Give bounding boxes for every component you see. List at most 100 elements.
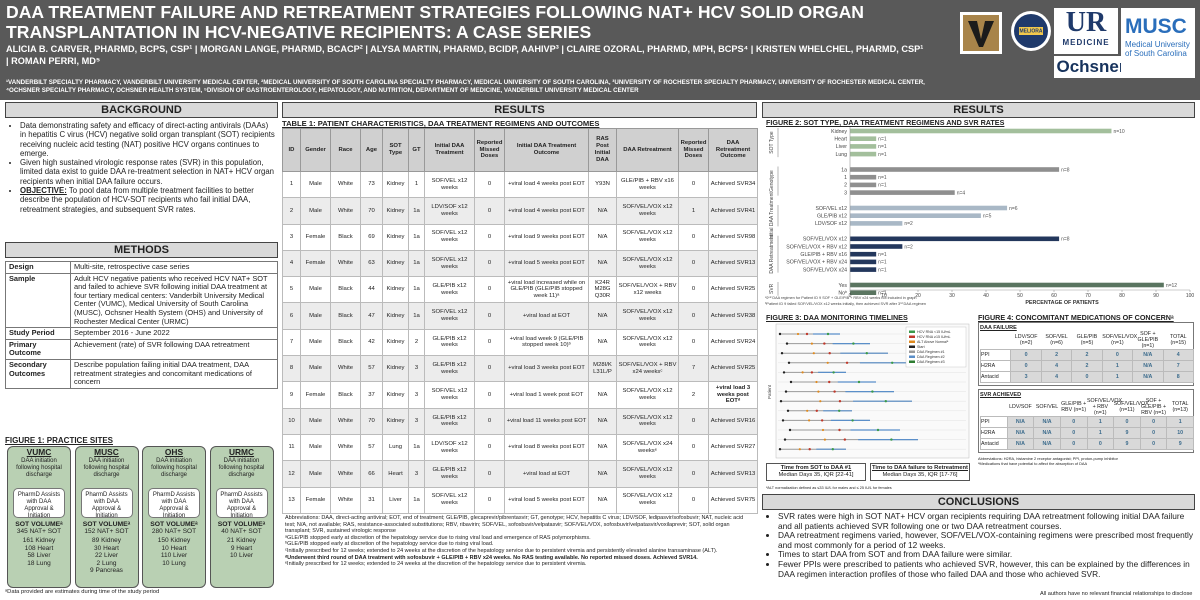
table1-cell: N/A: [588, 249, 617, 278]
table1-cell: 3: [408, 407, 425, 435]
table1-cell: +viral load 3 weeks post EOTᵈ: [708, 381, 758, 409]
footnote: ᵇGLE/PIB stopped early at discretion of …: [285, 541, 494, 548]
table1-cell: White: [330, 197, 361, 225]
timeline-dot: [805, 332, 809, 336]
chart-note: ᵇPatient ID 9 failed SOF/VEL/VOX x12 wee…: [765, 302, 926, 306]
timeline-dot: [838, 400, 842, 403]
table1-cell: 3: [408, 381, 425, 409]
table1-cell: N/A: [588, 407, 617, 435]
med-value: 0: [1059, 416, 1088, 428]
table1-cell: 2: [282, 197, 301, 225]
timeline-dot: [884, 400, 887, 403]
table1-cell: 0: [474, 381, 505, 409]
table1-cell: 57: [360, 355, 383, 383]
footnote: ᵃGLE/PIB stopped early at discretion of …: [285, 534, 591, 541]
table1-cell: 3: [282, 223, 301, 251]
table1-cell: Kidney: [382, 328, 409, 357]
timeline-dot: [815, 409, 818, 412]
x-axis-label: PERCENTAGE OF PATIENTS: [1025, 300, 1099, 306]
site-initiation: DAA initiation following hospital discha…: [16, 458, 62, 478]
timeline-dot: [833, 390, 836, 393]
table1-cell: Female: [300, 249, 331, 278]
table1-cell: Female: [300, 381, 331, 409]
table1-cell: Achieved SVR38: [708, 302, 758, 330]
table1-cell: SOF/VEL x12 weeks: [424, 249, 475, 278]
timeline-dot: [808, 419, 811, 422]
timeline-dot: [828, 352, 831, 355]
table1-cell: 66: [360, 460, 383, 488]
table1-cell: 1a: [408, 223, 425, 251]
site-organ: 21 Kidney: [227, 537, 256, 544]
table1-cell: Female: [300, 486, 331, 514]
table1-cell: White: [330, 170, 361, 199]
summary-box: Time to DAA failure to Retreatment Median…: [870, 463, 970, 481]
med-value: 9: [1166, 438, 1194, 450]
figure4: DAA FAILURE LDV/SOF (n=2) SOF/VEL (n=6) GLE…: [978, 322, 1195, 466]
count-label: n=1: [878, 137, 887, 143]
med-header: SOF/VEL (n=6): [1045, 334, 1068, 346]
category-label: 1: [844, 175, 847, 181]
site-name: VUMC: [26, 447, 52, 457]
timeline-dot: [781, 419, 785, 422]
category-label: SOF/VEL/VOX + RBV x24: [786, 260, 847, 266]
table1-cell: Liver: [382, 486, 409, 514]
table1-cell: SOF/VEL/VOX x12 weeks: [616, 381, 679, 409]
table1-cell: Achieved SVR13: [708, 249, 758, 278]
table1-cell: 0: [474, 302, 505, 330]
table1-cell: Kidney: [382, 407, 409, 435]
table1-cell: Achieved SVR24: [708, 328, 758, 357]
table1-cell: SOF/VEL/VOX x12 weeks: [616, 249, 679, 278]
med-row: Antacid 3 4 0 1 N/A 8: [979, 371, 1195, 383]
category-label: Liver: [836, 144, 848, 150]
table1-cell: SOF/VEL/VOX + RBV x24 weeksᶜ: [616, 355, 679, 383]
table1-cell: +viral load 5 weeks post EOT: [504, 249, 589, 278]
bar: [850, 244, 903, 249]
table1-cell: 1: [408, 170, 425, 199]
count-label: n=6: [1009, 206, 1018, 212]
med-table-heading: DAA FAILURE: [980, 325, 1017, 331]
site-organ: 150 Kidney: [157, 537, 191, 544]
table1-cell: 0: [474, 197, 505, 225]
affiliations: ¹VANDERBILT SPECIALTY PHARMACY, VANDERBI…: [6, 79, 925, 94]
table1-cell: +viral load 11 weeks post EOT: [504, 407, 589, 435]
med-header-row: LDV/SOF SOF/VEL GLE/PIB + RBV (n=1) SOF/VEL…: [981, 398, 1194, 417]
table1-cell: GLE/PIB x12 weeks: [424, 328, 475, 357]
timeline-dot: [815, 380, 818, 384]
med-value: 1: [1166, 416, 1194, 428]
timeline-dot: [831, 448, 834, 451]
musc-logo: MUSC Medical University of South Carolin…: [1121, 8, 1195, 78]
count-label: n=1: [878, 252, 887, 258]
bar: [850, 128, 1112, 134]
count-label: n=1: [878, 183, 887, 189]
table1-cell: M28I/K L31L/P: [588, 355, 617, 383]
table1-cell: Achieved SVR34: [708, 170, 758, 199]
axis-label: Patient: [767, 384, 772, 399]
med-header: SOF/VEL/VOX (n=11): [1113, 401, 1149, 413]
bar: [850, 221, 903, 226]
site-total: 280 NAT+ SOT: [151, 528, 197, 535]
figure3-note: ᵃALT normalization defined as ≤33 IU/L f…: [766, 486, 892, 490]
table1-cell: Male: [300, 407, 331, 435]
authors: ALICIA B. CARVER, PHARMD, BCPS, CSP¹ | M…: [6, 44, 924, 66]
methods-heading: METHODS: [5, 242, 278, 258]
table1-cell: 12: [282, 460, 301, 488]
table1-cell: Achieved SVR41: [708, 197, 758, 225]
category-label: 1a: [841, 167, 847, 173]
x-tick-label: 50: [1017, 293, 1023, 299]
site-card: VUMC DAA initiation following hospital di…: [7, 446, 71, 588]
results-right-heading: RESULTS: [762, 102, 1195, 118]
med-value: N/A: [1006, 438, 1035, 450]
table1-cell: White: [330, 355, 361, 383]
med-header-row: LDV/SOF (n=2) SOF/VEL (n=6) GLE/PIB (n=5) S…: [981, 331, 1194, 350]
table1-cell: Kidney: [382, 302, 409, 330]
table1-cell: Kidney: [382, 355, 409, 383]
table1-header: Reported Missed Doses: [678, 128, 709, 172]
musc-mark: MUSC: [1125, 15, 1187, 38]
med-header: SOF/VEL: [1035, 404, 1059, 410]
methods-row: Sample Adult HCV negative patients who re…: [5, 272, 278, 329]
table1-cell: 42: [360, 328, 383, 357]
site-pharmd: PharmD Assists with DAA Approval & Initi…: [215, 488, 268, 519]
table1-cell: 9: [282, 381, 301, 409]
table1-cell: GLE/PIB x12 weeks: [424, 407, 475, 435]
table1-cell: N/A: [588, 223, 617, 251]
